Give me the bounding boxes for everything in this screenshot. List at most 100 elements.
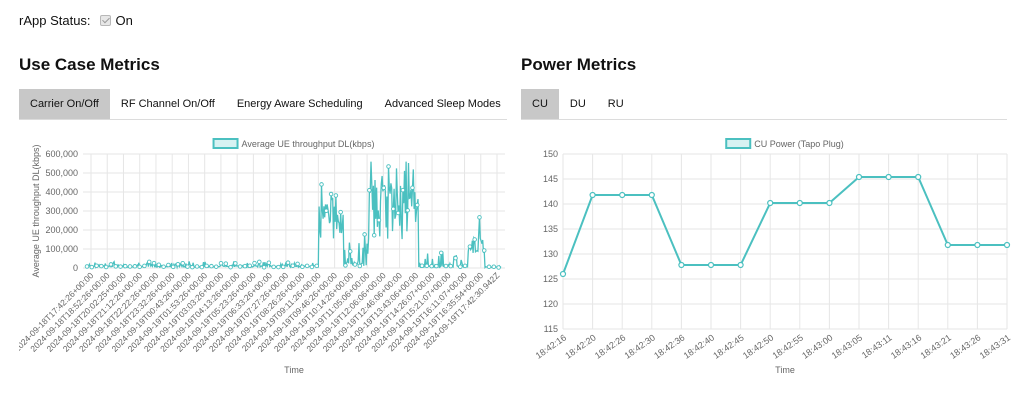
throughput-point [381,185,386,191]
y-tick-label: 140 [543,199,558,209]
cu-power-point [737,261,744,269]
throughput-point [199,264,205,270]
throughput-point [94,263,99,269]
cu-power-point [826,199,833,207]
throughput-point [438,250,444,256]
throughput-point [462,263,468,269]
throughput-point [266,260,272,265]
power-tabs: CU DU RU [521,89,1007,120]
x-tick-label: 18:43:21 [919,332,953,360]
throughput-point [89,264,95,270]
throughput-point [496,265,501,270]
use-case-metrics-section: Use Case Metrics Carrier On/Off RF Chann… [19,55,507,120]
cu-power-point [619,191,626,199]
y-tick-label: 125 [543,274,558,284]
use-case-tabs: Carrier On/Off RF Channel On/Off Energy … [19,89,507,120]
y-tick-label: 145 [543,174,558,184]
throughput-point [113,264,118,269]
legend-label: CU Power (Tapo Plug) [754,139,844,149]
throughput-point [400,187,406,193]
cu-power-point [1003,241,1011,249]
x-tick-label: 18:42:30 [623,332,657,360]
throughput-point [352,262,358,267]
rapp-status-label: rApp Status: [19,13,91,28]
y-tick-label: 115 [544,324,558,334]
throughput-point [166,262,171,268]
throughput-point [233,261,238,266]
throughput-point [391,206,396,212]
throughput-point [477,215,482,220]
throughput-chart: 0 100,000 200,000 300,000 400,000 500,000 600,… [19,138,505,375]
cu-power-point [678,261,685,269]
x-tick-label: 18:42:20 [563,332,597,360]
x-tick-label: 18:42:50 [741,332,775,360]
cu-power-series-line [562,176,1007,275]
throughput-point [223,261,229,266]
throughput-point [146,259,152,265]
throughput-point [132,264,138,269]
cu-power-point [855,173,863,181]
throughput-point [453,255,458,261]
y-tick-label: 100,000 [45,244,78,254]
tab-cu[interactable]: CU [521,89,559,119]
throughput-point [376,217,382,223]
throughput-point [175,261,181,267]
throughput-point [142,263,147,269]
cu-power-point [915,173,922,181]
throughput-point [137,264,142,270]
throughput-point [108,262,114,267]
tab-rf-channel-on-off[interactable]: RF Channel On/Off [120,98,215,110]
x-tick-label: 18:43:31 [978,332,1011,360]
throughput-point [103,264,109,270]
throughput-point [204,263,209,269]
legend-label: Average UE throughput DL(kbps) [242,139,375,149]
throughput-point [127,264,133,269]
tab-ru[interactable]: RU [607,98,624,110]
throughput-point [151,260,157,266]
cu-power-point [707,261,715,269]
throughput-point [295,261,300,267]
y-tick-label: 135 [543,224,558,234]
tab-energy-aware-scheduling[interactable]: Energy Aware Scheduling [236,98,363,110]
throughput-point [443,263,449,269]
throughput-point [271,264,276,270]
tab-advanced-sleep-modes[interactable]: Advanced Sleep Modes [384,98,501,110]
throughput-point [237,264,243,269]
throughput-point [161,264,166,269]
throughput-point [285,260,291,265]
cu-power-point [974,241,981,249]
throughput-point [252,260,257,266]
throughput-point [343,263,348,268]
throughput-point [180,261,185,266]
throughput-point [448,263,453,269]
throughput-point [333,193,339,198]
throughput-point [280,264,286,270]
throughput-point [257,259,262,265]
power-metrics-section: Power Metrics CU DU RU [521,55,1007,120]
cu-power-point [767,199,774,207]
throughput-point [319,182,324,187]
throughput-point [84,264,90,269]
throughput-point [247,263,252,268]
throughput-point [491,264,497,269]
throughput-point [194,264,200,269]
throughput-point [367,188,372,193]
x-tick-label: 18:43:26 [948,332,982,360]
y-tick-label: 0 [73,263,78,273]
throughput-point [328,191,334,197]
x-tick-label: 18:42:26 [593,332,627,360]
rapp-status-checkbox[interactable] [99,15,111,26]
x-tick-label: 18:42:36 [652,332,686,360]
tab-du[interactable]: DU [569,98,586,110]
tab-carrier-on-off[interactable]: Carrier On/Off [19,89,110,119]
x-tick-label: 18:43:11 [860,332,894,360]
throughput-point [419,263,425,269]
x-tick-label: 18:43:16 [889,332,923,360]
cu-power-point [648,191,655,199]
y-axis-label: Average UE throughput DL(kbps) [31,145,41,278]
throughput-point [123,263,128,269]
throughput-point [467,244,473,249]
throughput-point [209,263,214,269]
y-tick-label: 600,000 [45,149,78,159]
cu-power-point [559,270,567,278]
